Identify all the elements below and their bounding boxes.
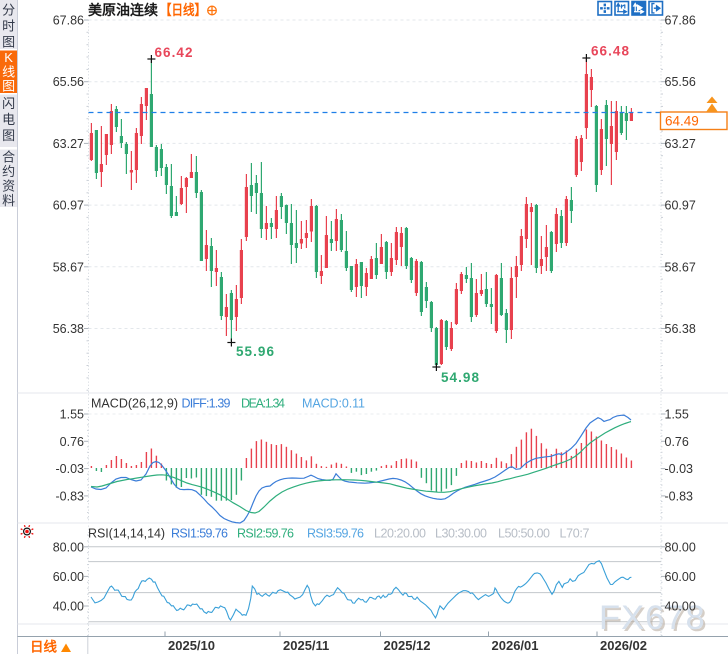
svg-text:63.27: 63.27 (53, 137, 84, 151)
svg-text:2025/10: 2025/10 (168, 638, 215, 653)
svg-text:MACD:0.11: MACD:0.11 (302, 397, 365, 411)
svg-text:58.67: 58.67 (665, 260, 696, 274)
svg-text:合: 合 (2, 150, 15, 165)
svg-text:RSI(14,14,14): RSI(14,14,14) (88, 527, 165, 541)
svg-text:DIFF:1.39: DIFF:1.39 (182, 397, 231, 411)
svg-text:-0.83: -0.83 (56, 489, 85, 503)
svg-text:美原油连续: 美原油连续 (88, 2, 158, 18)
svg-text:60.00: 60.00 (665, 570, 696, 584)
svg-text:2025/12: 2025/12 (384, 638, 431, 653)
svg-text:55.96: 55.96 (236, 344, 274, 359)
svg-text:60.97: 60.97 (665, 199, 696, 213)
svg-text:RSI3:59.76: RSI3:59.76 (307, 527, 364, 541)
svg-text:闪: 闪 (2, 96, 15, 111)
svg-text:60.00: 60.00 (53, 570, 84, 584)
svg-text:67.86: 67.86 (53, 14, 84, 28)
svg-text:2025/11: 2025/11 (283, 638, 329, 653)
svg-text:线: 线 (2, 65, 15, 80)
svg-text:L50:50.00: L50:50.00 (498, 527, 550, 541)
svg-text:电: 电 (2, 112, 15, 127)
svg-text:DEA:1.34: DEA:1.34 (241, 397, 285, 411)
svg-text:【日线】: 【日线】 (160, 2, 206, 18)
svg-text:资: 资 (2, 179, 15, 194)
svg-text:日线: 日线 (30, 639, 57, 654)
svg-text:80.00: 80.00 (665, 540, 696, 554)
svg-text:2026/02: 2026/02 (600, 638, 647, 653)
svg-text:40.00: 40.00 (665, 600, 696, 614)
svg-text:-0.03: -0.03 (665, 462, 694, 476)
svg-text:0.76: 0.76 (665, 435, 689, 449)
svg-text:K: K (4, 50, 13, 65)
svg-text:图: 图 (2, 35, 15, 50)
svg-text:FX678: FX678 (601, 601, 708, 639)
svg-text:65.56: 65.56 (53, 75, 84, 89)
svg-text:时: 时 (2, 19, 15, 34)
svg-text:54.98: 54.98 (441, 370, 479, 385)
svg-text:60.97: 60.97 (53, 199, 84, 213)
svg-text:-0.03: -0.03 (56, 462, 85, 476)
svg-text:分: 分 (2, 3, 15, 18)
svg-text:RSI2:59.76: RSI2:59.76 (237, 527, 294, 541)
svg-text:65.56: 65.56 (665, 75, 696, 89)
svg-text:2026/01: 2026/01 (492, 638, 539, 653)
svg-text:图: 图 (2, 79, 15, 94)
svg-text:80.00: 80.00 (53, 540, 84, 554)
svg-text:MACD(26,12,9): MACD(26,12,9) (91, 397, 178, 411)
svg-text:56.38: 56.38 (665, 322, 696, 336)
svg-text:图: 图 (2, 128, 15, 143)
svg-text:40.00: 40.00 (53, 600, 84, 614)
svg-text:FX678: FX678 (599, 599, 706, 637)
svg-text:66.42: 66.42 (155, 45, 193, 60)
svg-text:L30:30.00: L30:30.00 (435, 527, 487, 541)
svg-text:1.55: 1.55 (60, 408, 84, 422)
svg-text:L20:20.00: L20:20.00 (374, 527, 426, 541)
svg-text:RSI1:59.76: RSI1:59.76 (171, 527, 228, 541)
svg-text:约: 约 (2, 164, 15, 179)
svg-text:-0.83: -0.83 (665, 489, 694, 503)
svg-text:L70:7: L70:7 (560, 527, 590, 541)
svg-text:66.48: 66.48 (591, 44, 629, 59)
svg-text:67.86: 67.86 (665, 14, 696, 28)
svg-text:1.55: 1.55 (665, 408, 689, 422)
svg-text:58.67: 58.67 (53, 260, 84, 274)
svg-text:64.49: 64.49 (665, 114, 699, 129)
svg-text:料: 料 (2, 193, 15, 208)
svg-text:56.38: 56.38 (53, 322, 84, 336)
svg-text:63.27: 63.27 (665, 137, 696, 151)
svg-text:0.76: 0.76 (60, 435, 84, 449)
